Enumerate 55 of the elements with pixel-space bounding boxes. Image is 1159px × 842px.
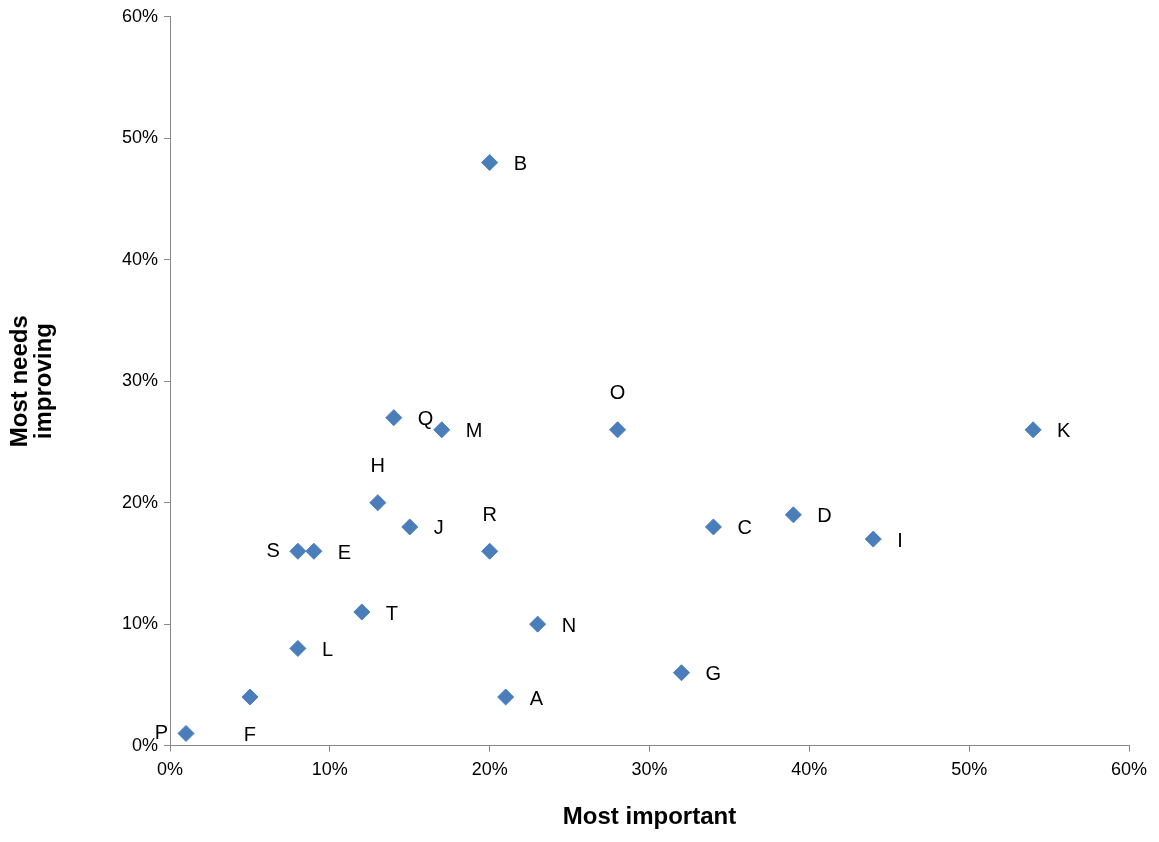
annotation: T <box>385 601 399 624</box>
point <box>401 518 419 536</box>
point <box>289 639 307 657</box>
annotation: D <box>817 504 832 527</box>
annotation: A <box>529 686 544 709</box>
point <box>241 688 259 706</box>
y-tick-label: 20% <box>122 491 159 512</box>
x-tick-label: 50% <box>951 759 988 780</box>
point <box>177 724 195 742</box>
annotation: M <box>465 419 483 442</box>
point <box>433 421 451 439</box>
point <box>609 421 627 439</box>
annotation: L <box>321 637 334 660</box>
annotation: O <box>609 381 626 404</box>
point <box>529 615 547 633</box>
point <box>672 664 690 682</box>
annotation: N <box>561 613 577 636</box>
x-tick-label: 20% <box>471 759 508 780</box>
point <box>704 518 722 536</box>
y-tick-label: 10% <box>122 613 159 634</box>
annotation: S <box>266 538 280 561</box>
x-tick-label: 60% <box>1110 759 1148 780</box>
point <box>385 409 403 427</box>
x-axis-title: Most important <box>562 802 737 830</box>
annotation: P <box>154 720 169 743</box>
x-tick-label: 40% <box>791 759 828 780</box>
point <box>353 603 371 621</box>
annotation: G <box>705 662 722 685</box>
point <box>289 542 307 560</box>
point <box>497 688 515 706</box>
x-tick-label: 10% <box>311 759 348 780</box>
annotation: C <box>737 516 752 539</box>
x-tick-label: 30% <box>631 759 668 780</box>
y-tick-label: 50% <box>122 127 159 148</box>
y-tick-label: 30% <box>122 370 159 391</box>
annotation: E <box>337 540 352 563</box>
point <box>864 530 882 548</box>
point <box>305 542 323 560</box>
x-tick-label: 0% <box>157 759 184 780</box>
annotation: H <box>370 454 386 477</box>
y-axis-title: Most needs improving <box>4 315 56 448</box>
annotation: I <box>897 528 903 551</box>
annotation: R <box>482 502 497 525</box>
y-tick-label: 60% <box>122 5 159 26</box>
point <box>481 542 499 560</box>
point <box>784 506 802 524</box>
annotation: Q <box>417 407 434 430</box>
point <box>1024 421 1042 439</box>
point <box>369 494 387 512</box>
y-tick-label: 40% <box>122 248 159 269</box>
annotation: F <box>243 722 257 745</box>
point <box>481 154 499 172</box>
annotation: J <box>433 516 444 539</box>
annotation: K <box>1057 419 1072 442</box>
annotation: B <box>513 152 528 175</box>
